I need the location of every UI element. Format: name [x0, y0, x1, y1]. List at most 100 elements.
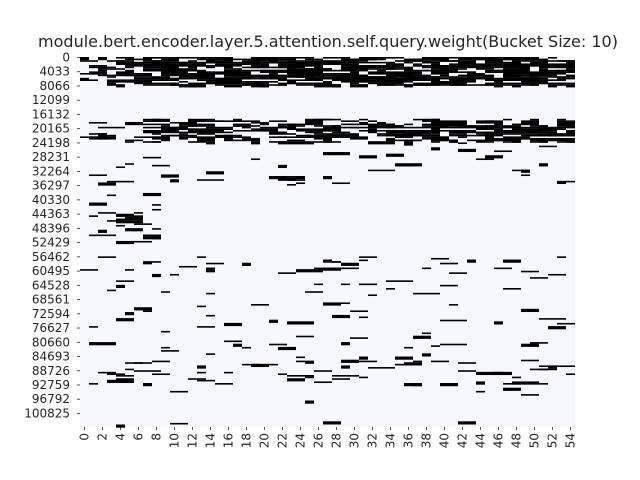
heatmap-cell	[413, 292, 440, 295]
heatmap-cell	[188, 123, 215, 127]
heatmap-cell	[323, 84, 332, 86]
heatmap-cell	[413, 58, 422, 61]
heatmap-cell	[323, 57, 350, 59]
x-tick-label: 42	[456, 433, 470, 448]
heatmap-cell	[152, 164, 170, 167]
heatmap-cell	[458, 142, 467, 145]
heatmap-cell	[458, 136, 467, 138]
heatmap-cell	[242, 71, 251, 75]
heatmap-cell	[80, 57, 89, 61]
heatmap-cell	[440, 125, 449, 129]
heatmap-cell	[548, 79, 557, 81]
heatmap-cell	[422, 129, 440, 134]
heatmap-cell	[413, 74, 422, 77]
heatmap-cell	[143, 77, 152, 80]
heatmap-cell	[215, 84, 224, 86]
heatmap-cell	[197, 305, 206, 308]
heatmap-cell	[143, 120, 152, 122]
heatmap-cell	[350, 136, 368, 138]
heatmap-cell	[431, 118, 440, 121]
y-tick-label: 88726	[32, 364, 70, 378]
heatmap-cell	[170, 79, 179, 81]
heatmap-cell	[449, 272, 467, 274]
heatmap-cell	[332, 61, 341, 64]
heatmap-cell	[539, 69, 566, 72]
heatmap-cell	[548, 273, 566, 276]
heatmap-cell	[557, 77, 575, 80]
heatmap-cell	[512, 381, 539, 384]
heatmap-cell	[404, 346, 413, 349]
heatmap-cell	[404, 61, 413, 64]
heatmap-cell	[332, 261, 341, 263]
heatmap-cell	[269, 77, 278, 80]
heatmap-cell	[494, 150, 512, 153]
heatmap-cell	[170, 131, 188, 134]
heatmap-cell	[539, 125, 548, 127]
heatmap-cell	[197, 256, 206, 258]
heatmap-cell	[404, 71, 422, 73]
heatmap-cell	[530, 383, 548, 385]
heatmap-cell	[431, 84, 449, 86]
heatmap-cell	[494, 129, 512, 132]
heatmap-cell	[449, 126, 458, 129]
heatmap-cell	[224, 340, 242, 343]
heatmap-cell	[494, 321, 503, 325]
heatmap-cell	[350, 82, 359, 85]
heatmap-cell	[107, 79, 116, 83]
heatmap-cell	[251, 61, 260, 64]
heatmap-cell	[215, 383, 233, 385]
heatmap-cell	[188, 69, 197, 72]
heatmap-cell	[98, 126, 125, 129]
heatmap-cell	[287, 123, 305, 126]
heatmap-cell	[224, 139, 233, 142]
heatmap-cell	[440, 136, 449, 138]
heatmap-cell	[251, 121, 260, 124]
y-tick-label: 60495	[32, 264, 70, 278]
heatmap-cell	[206, 57, 233, 59]
heatmap-cell	[323, 302, 341, 306]
heatmap-cell	[431, 63, 440, 65]
heatmap-cell	[359, 65, 368, 69]
heatmap-cell	[413, 139, 422, 142]
heatmap-cell	[224, 58, 233, 62]
heatmap-cell	[269, 120, 287, 122]
heatmap-cell	[467, 76, 485, 80]
heatmap-cell	[422, 134, 431, 137]
heatmap-cell	[566, 322, 575, 325]
heatmap-cell	[566, 129, 575, 132]
heatmap-cell	[395, 363, 413, 366]
heatmap-cell	[116, 224, 125, 227]
heatmap-cell	[260, 126, 278, 129]
heatmap-cell	[566, 141, 575, 143]
heatmap-cell	[341, 136, 350, 138]
heatmap-cell	[458, 421, 476, 425]
heatmap-cell	[305, 360, 314, 364]
x-tick-label: 30	[348, 433, 362, 448]
heatmap-cell	[314, 63, 323, 67]
heatmap-cell	[530, 343, 539, 346]
heatmap-cell	[530, 277, 548, 279]
heatmap-cell	[197, 326, 215, 328]
heatmap-cell	[215, 120, 233, 122]
heatmap-cell	[458, 129, 467, 134]
heatmap-cell	[341, 61, 368, 64]
heatmap-cell	[242, 76, 251, 80]
heatmap-cell	[449, 304, 458, 306]
heatmap-cell	[206, 262, 224, 265]
heatmap-cell	[224, 131, 233, 134]
heatmap-cell	[206, 118, 215, 121]
y-tick-label: 8066	[39, 79, 70, 93]
heatmap-cell	[521, 74, 530, 77]
heatmap-cell	[566, 68, 575, 70]
heatmap-cell	[116, 68, 125, 70]
heatmap-cell	[170, 57, 179, 59]
heatmap-cell	[440, 137, 449, 142]
heatmap-cell	[359, 316, 368, 319]
heatmap-cell	[485, 61, 503, 64]
heatmap-cell	[143, 84, 152, 86]
heatmap-cell	[233, 139, 251, 142]
heatmap-cell	[440, 120, 449, 124]
heatmap-cell	[557, 365, 575, 368]
heatmap-cell	[143, 58, 152, 61]
